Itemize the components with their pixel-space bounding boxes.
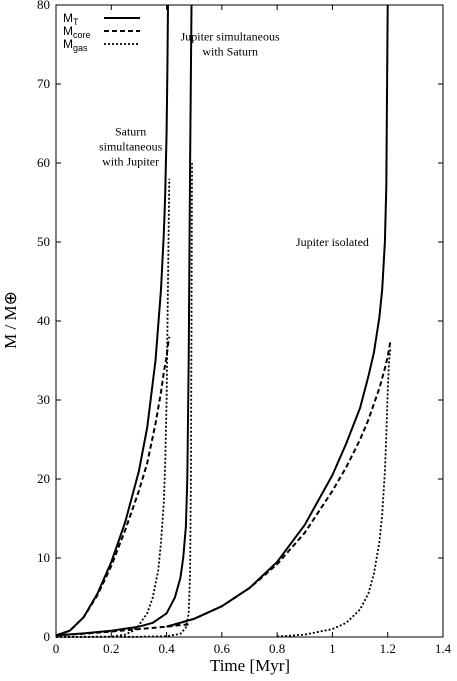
annotation-line: with Jupiter	[102, 154, 159, 168]
y-tick-label: 60	[37, 155, 50, 170]
series-line-gas-dotted	[55, 178, 171, 638]
x-tick-label: 0.4	[158, 641, 175, 656]
series-line-total-solid	[55, 4, 169, 637]
ticks-layer: 0 0.2 0.4 0.6 0.8 1 1.2 1.4 0 10 20 30 40 50 60 70 80	[37, 0, 452, 656]
y-axis-title: M / M⊕	[1, 291, 20, 349]
series-line-total-solid	[166, 4, 389, 628]
legend-label-subscript: core	[73, 30, 91, 40]
legend-label-subscript: gas	[73, 43, 88, 53]
plot-frame	[55, 4, 444, 638]
annotation-line: with Saturn	[202, 45, 258, 59]
x-tick-label: 0.2	[103, 641, 119, 656]
series-line-core-dashed	[55, 336, 171, 637]
series-line-core-dashed	[166, 340, 392, 628]
series-line-gas-dotted	[55, 162, 193, 638]
y-tick-label: 0	[44, 629, 51, 644]
legend-label: Mcore	[63, 24, 91, 40]
annotation-label: Jupiter simultaneous with Saturn	[181, 30, 280, 59]
series-line-core-dashed	[55, 622, 192, 637]
legend-label: Mgas	[63, 37, 88, 53]
x-tick-label: 1	[329, 641, 336, 656]
series-line-total-solid	[55, 4, 193, 637]
annotation-layer: Saturn simultaneous with Jupiter Jupiter si…	[99, 30, 369, 249]
x-tick-label: 0	[53, 641, 60, 656]
y-tick-label: 20	[37, 471, 50, 486]
x-tick-label: 0.8	[269, 641, 285, 656]
legend-label-base: M	[63, 37, 73, 51]
series-layer	[55, 4, 392, 638]
x-axis-title: Time [Myr]	[210, 656, 290, 675]
x-tick-label: 1.2	[380, 641, 396, 656]
y-tick-label: 70	[37, 76, 50, 91]
y-tick-label: 50	[37, 234, 50, 249]
y-tick-label: 80	[37, 0, 50, 12]
x-tick-label: 1.4	[435, 641, 452, 656]
legend-label-base: M	[63, 24, 73, 38]
legend-label-subscript: T	[73, 17, 79, 27]
annotation-line: Saturn	[115, 124, 146, 138]
y-tick-label: 10	[37, 550, 50, 565]
annotation-line: Jupiter isolated	[296, 235, 369, 249]
legend-label: MT	[63, 11, 79, 27]
annotation-line: simultaneous	[99, 139, 163, 153]
legend-label-base: M	[63, 11, 73, 25]
y-tick-label: 40	[37, 313, 50, 328]
x-tick-label: 0.6	[214, 641, 231, 656]
annotation-label: Saturn simultaneous with Jupiter	[99, 124, 163, 168]
annotation-label: Jupiter isolated	[296, 235, 369, 249]
series-line-gas-dotted	[277, 348, 392, 638]
annotation-line: Jupiter simultaneous	[181, 30, 280, 44]
y-tick-label: 30	[37, 392, 50, 407]
